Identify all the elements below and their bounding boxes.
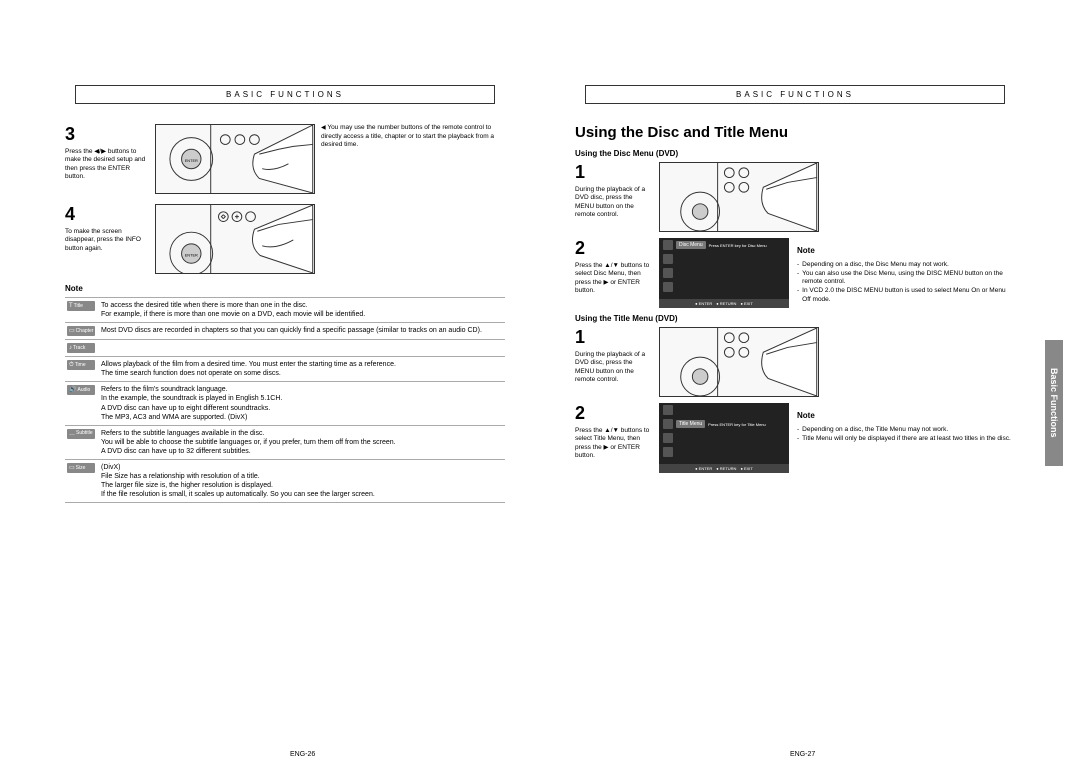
page-number-left: ENG-26 (290, 751, 315, 758)
note-item: -Depending on a disc, the Disc Menu may … (797, 261, 1015, 270)
step-number: 3 (65, 124, 149, 145)
step-number: 2 (575, 403, 651, 424)
note-item: -Depending on a disc, the Title Menu may… (797, 426, 1015, 435)
definition-text: Refers to the film's soundtrack language… (97, 382, 505, 425)
step-text: Press the ▲/▼ buttons to select Disc Men… (575, 262, 651, 296)
page-left: BASIC FUNCTIONS 3 Press the ◀/▶ buttons … (65, 85, 505, 503)
size-icon: ▭Size (67, 463, 95, 473)
step-text: Press the ◀/▶ buttons to make the desire… (65, 148, 149, 182)
definition-text: Allows playback of the film from a desir… (97, 357, 505, 382)
header-right: BASIC FUNCTIONS (585, 85, 1005, 104)
step-number: 1 (575, 162, 651, 183)
definition-icon-cell: TTitle (65, 298, 97, 323)
definition-text (97, 340, 505, 357)
step-number: 1 (575, 327, 651, 348)
title-step-1-row: 1 During the playback of a DVD disc, pre… (575, 327, 1015, 397)
definitions-table: TTitleTo access the desired title when t… (65, 297, 505, 503)
step-text: To make the screen disappear, press the … (65, 228, 149, 253)
definition-icon-cell: ▭Size (65, 460, 97, 503)
definition-icon-cell: ▭Chapter (65, 323, 97, 340)
step-number: 2 (575, 238, 651, 259)
step-text: Press the ▲/▼ buttons to select Title Me… (575, 427, 651, 461)
step-number: 4 (65, 204, 149, 225)
title-icon: TTitle (67, 301, 95, 311)
step-text: During the playback of a DVD disc, press… (575, 186, 651, 220)
remote-illustration: ENTER (155, 204, 315, 274)
note-label: Note (797, 246, 1015, 257)
remote-illustration: ENTER (155, 124, 315, 194)
step-text: During the playback of a DVD disc, press… (575, 351, 651, 385)
definition-row: 🔊AudioRefers to the film's soundtrack la… (65, 382, 505, 425)
screen-bottom-button: ● RETURN (716, 301, 736, 306)
disc-step-2-row: 2 Press the ▲/▼ buttons to select Disc M… (575, 238, 1015, 308)
title-menu-notes: -Depending on a disc, the Title Menu may… (797, 426, 1015, 444)
remote-illustration (659, 162, 819, 232)
disc-menu-screen: Disc Menu Press ENTER key for Disc Menu … (659, 238, 789, 308)
page-number-right: ENG-27 (790, 751, 815, 758)
definition-icon-cell: ♪Track (65, 340, 97, 357)
definition-text: Refers to the subtitle languages availab… (97, 425, 505, 459)
note-item: -In VCD 2.0 the DISC MENU button is used… (797, 287, 1015, 305)
title-menu-icon (663, 419, 673, 429)
definition-text: (DivX) File Size has a relationship with… (97, 460, 505, 503)
screen-bottom-button: ● EXIT (740, 301, 752, 306)
screen-bottom-button: ● RETURN (716, 466, 736, 471)
disc-step-1-row: 1 During the playback of a DVD disc, pre… (575, 162, 1015, 232)
definition-row: …SubtitleRefers to the subtitle language… (65, 425, 505, 459)
definition-row: TTitleTo access the desired title when t… (65, 298, 505, 323)
title-menu-screen: Title Menu Press ENTER key for Title Men… (659, 403, 789, 473)
disc-menu-heading: Using the Disc Menu (DVD) (575, 149, 1015, 158)
svg-text:ENTER: ENTER (185, 252, 198, 257)
chapter-icon: ▭Chapter (67, 326, 95, 336)
screen-bottom-button: ● ENTER (695, 301, 712, 306)
definition-row: ♪Track (65, 340, 505, 357)
subtitle-icon: …Subtitle (67, 429, 95, 439)
disc-menu-icon (663, 240, 673, 250)
svg-text:ENTER: ENTER (185, 158, 198, 163)
time-icon: ⏱Time (67, 360, 95, 370)
page-right: BASIC FUNCTIONS Using the Disc and Title… (575, 85, 1015, 503)
remote-illustration (659, 327, 819, 397)
note-label: Note (65, 284, 505, 293)
screen-bottom-button: ● EXIT (740, 466, 752, 471)
note-item: -Title Menu will only be displayed if th… (797, 435, 1015, 444)
screen-bottom-button: ● ENTER (695, 466, 712, 471)
definition-row: ▭ChapterMost DVD discs are recorded in c… (65, 323, 505, 340)
definition-text: Most DVD discs are recorded in chapters … (97, 323, 505, 340)
definition-row: ⏱TimeAllows playback of the film from a … (65, 357, 505, 382)
definition-icon-cell: ⏱Time (65, 357, 97, 382)
definition-text: To access the desired title when there i… (97, 298, 505, 323)
audio-icon: 🔊Audio (67, 385, 95, 395)
step-4-row: 4 To make the screen disappear, press th… (65, 204, 505, 274)
side-tab: Basic Functions (1045, 340, 1063, 466)
step-3-row: 3 Press the ◀/▶ buttons to make the desi… (65, 124, 505, 194)
note-label: Note (797, 411, 1015, 422)
definition-icon-cell: …Subtitle (65, 425, 97, 459)
definition-row: ▭Size(DivX) File Size has a relationship… (65, 460, 505, 503)
track-icon: ♪Track (67, 343, 95, 353)
title-step-2-row: 2 Press the ▲/▼ buttons to select Title … (575, 403, 1015, 473)
title-menu-heading: Using the Title Menu (DVD) (575, 314, 1015, 323)
note-item: -You can also use the Disc Menu, using t… (797, 270, 1015, 288)
page-title: Using the Disc and Title Menu (575, 124, 1015, 141)
step-3-note: ◀ You may use the number buttons of the … (321, 124, 505, 150)
disc-menu-notes: -Depending on a disc, the Disc Menu may … (797, 261, 1015, 305)
header-left: BASIC FUNCTIONS (75, 85, 495, 104)
definition-icon-cell: 🔊Audio (65, 382, 97, 425)
